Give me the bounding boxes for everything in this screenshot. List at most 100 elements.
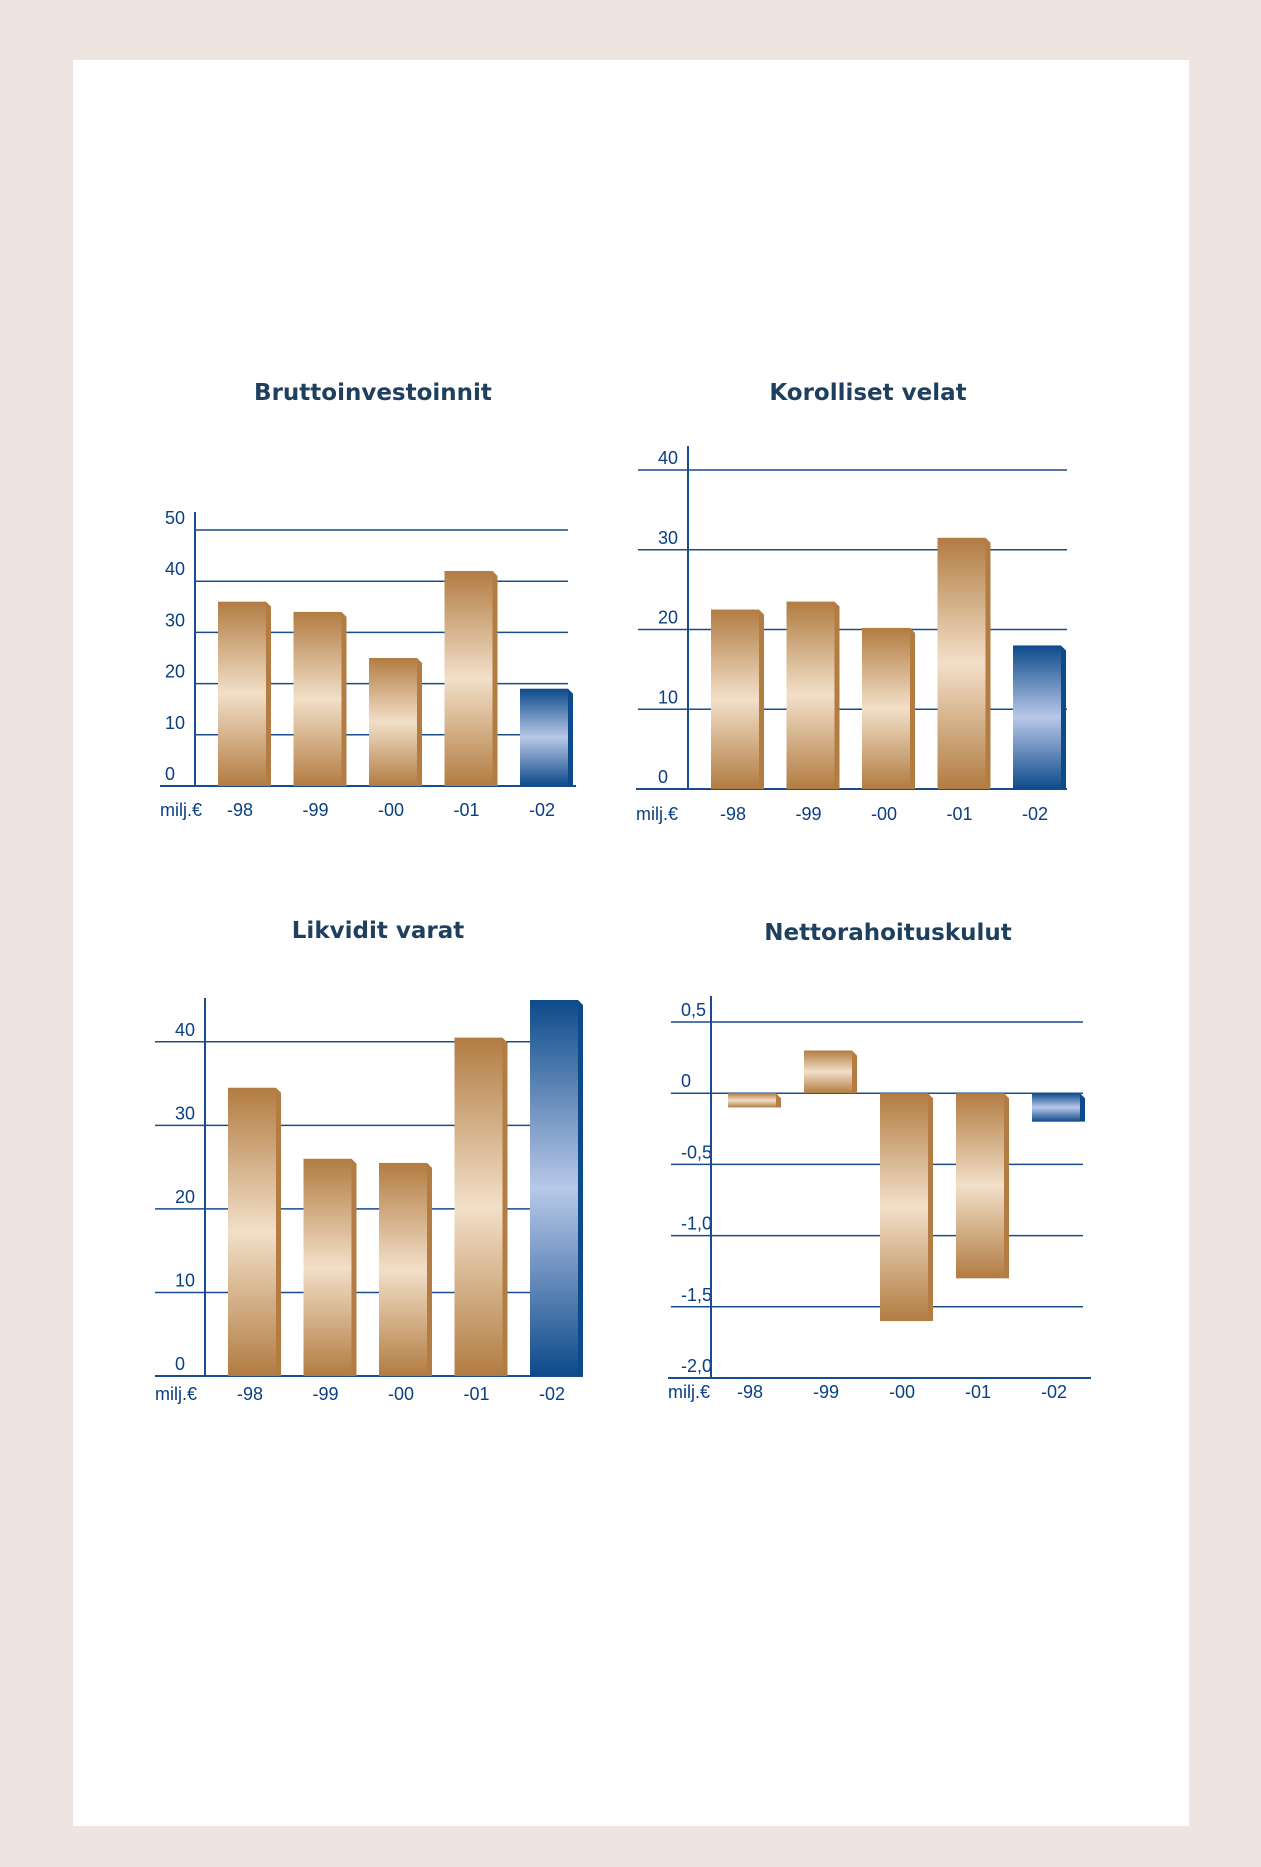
bar--99 [786, 601, 840, 789]
y-tick-label: 10 [658, 687, 678, 707]
x-tick-label: -01 [453, 800, 479, 820]
bar-face [804, 1050, 852, 1094]
bar-face [303, 1158, 352, 1376]
bar-side [928, 1093, 933, 1322]
y-tick-label: 40 [165, 559, 185, 579]
bar-side [1004, 1093, 1009, 1279]
bar-side [568, 688, 573, 786]
bar-side [985, 537, 991, 789]
bar-face [218, 601, 266, 786]
bar-face [454, 1037, 503, 1376]
bar-face [862, 627, 910, 789]
bar--02 [520, 688, 573, 786]
chart-bruttoinvestoinnit: 0 10 20 30 40 50 -98 -99 -00 -01 -02 milj.€ [160, 508, 576, 820]
bar--01 [937, 537, 991, 789]
bar-side [852, 1050, 857, 1094]
bar-side [1080, 1093, 1085, 1122]
bar-face [937, 537, 986, 789]
x-tick-label: -02 [1022, 804, 1048, 824]
bar--99 [804, 1050, 857, 1094]
bar-face [880, 1093, 928, 1322]
bar-face [369, 658, 417, 786]
bar--98 [728, 1093, 781, 1108]
y-tick-label: 0 [658, 767, 668, 787]
bar--01 [454, 1037, 508, 1376]
x-tick-label: -02 [1041, 1382, 1067, 1402]
bar-side [417, 658, 422, 786]
bar-side [776, 1093, 781, 1108]
y-tick-label: 0 [681, 1071, 691, 1091]
y-tick-label: -1,0 [681, 1214, 712, 1234]
bar--01 [444, 570, 498, 786]
bar-side [578, 1000, 583, 1376]
x-tick-label: -99 [795, 804, 821, 824]
bar--98 [711, 609, 764, 789]
bar-side [351, 1158, 357, 1376]
x-tick-label: -00 [871, 804, 897, 824]
bar--02 [1013, 645, 1066, 789]
y-tick-label: 50 [165, 508, 185, 528]
bar--02 [530, 1000, 583, 1376]
bar-side [492, 570, 498, 786]
unit-label: milj.€ [160, 800, 202, 820]
chart-title-likvidit-varat: Likvidit varat [291, 918, 465, 944]
x-tick-label: -99 [312, 1384, 338, 1404]
bar-face [1013, 645, 1061, 789]
bar--99 [303, 1158, 357, 1376]
chart-nettorahoituskulut: -2,0 -1,5 -1,0 -0,5 0 0,5 -98 -99 -00 -01 -02 milj.… [668, 996, 1091, 1402]
bar-side [276, 1087, 281, 1376]
bar-face [711, 609, 759, 789]
bar-side [759, 609, 764, 789]
x-tick-label: -02 [529, 800, 555, 820]
page: Bruttoinvestoinnit 0 10 20 30 40 50 -98 -99 -00 -… [73, 60, 1189, 1826]
y-tick-label: 10 [165, 713, 185, 733]
bar-face [728, 1093, 776, 1108]
x-tick-label: -98 [237, 1384, 263, 1404]
x-tick-label: -00 [889, 1382, 915, 1402]
x-tick-label: -01 [965, 1382, 991, 1402]
x-tick-label: -99 [813, 1382, 839, 1402]
bar-face [530, 1000, 578, 1376]
bar-side [266, 601, 271, 786]
bar--00 [862, 627, 915, 789]
y-tick-label: -2,0 [681, 1356, 712, 1376]
y-tick-label: 30 [165, 610, 185, 630]
x-tick-label: -99 [302, 800, 328, 820]
bar-face [444, 570, 493, 786]
y-tick-label: 40 [175, 1020, 195, 1040]
y-tick-label: 0 [175, 1354, 185, 1374]
bar-side [502, 1037, 508, 1376]
unit-label: milj.€ [668, 1382, 710, 1402]
y-tick-label: 0,5 [681, 1000, 706, 1020]
chart-title-bruttoinvestoinnit: Bruttoinvestoinnit [254, 380, 492, 406]
chart-likvidit-varat: 0 10 20 30 40 -98 -99 -00 -01 -02 milj.€ [155, 998, 583, 1404]
y-tick-label: 40 [658, 448, 678, 468]
chart-korolliset-velat: 0 10 20 30 40 -98 -99 -00 -01 -02 milj.€ [636, 446, 1067, 824]
x-tick-label: -00 [378, 800, 404, 820]
x-tick-label: -00 [388, 1384, 414, 1404]
bar-side [910, 627, 915, 789]
y-tick-label: 30 [175, 1103, 195, 1123]
x-tick-label: -01 [946, 804, 972, 824]
y-tick-label: 20 [658, 608, 678, 628]
bar-face [520, 688, 568, 786]
bar-face [293, 611, 342, 786]
bar--98 [218, 601, 271, 786]
bar--01 [956, 1093, 1009, 1279]
chart-title-nettorahoituskulut: Nettorahoituskulut [764, 920, 1012, 946]
bar--00 [880, 1093, 933, 1322]
bar-side [427, 1162, 432, 1376]
bar-face [956, 1093, 1004, 1279]
y-tick-label: 20 [165, 662, 185, 682]
bar-side [341, 611, 347, 786]
bar--00 [379, 1162, 432, 1376]
bar-face [786, 601, 835, 789]
x-tick-label: -98 [737, 1382, 763, 1402]
bar-face [1032, 1093, 1080, 1122]
y-tick-label: -1,5 [681, 1285, 712, 1305]
bar--00 [369, 658, 422, 786]
bar--99 [293, 611, 347, 786]
y-tick-label: 0 [165, 764, 175, 784]
unit-label: milj.€ [155, 1384, 197, 1404]
bar--98 [228, 1087, 281, 1376]
